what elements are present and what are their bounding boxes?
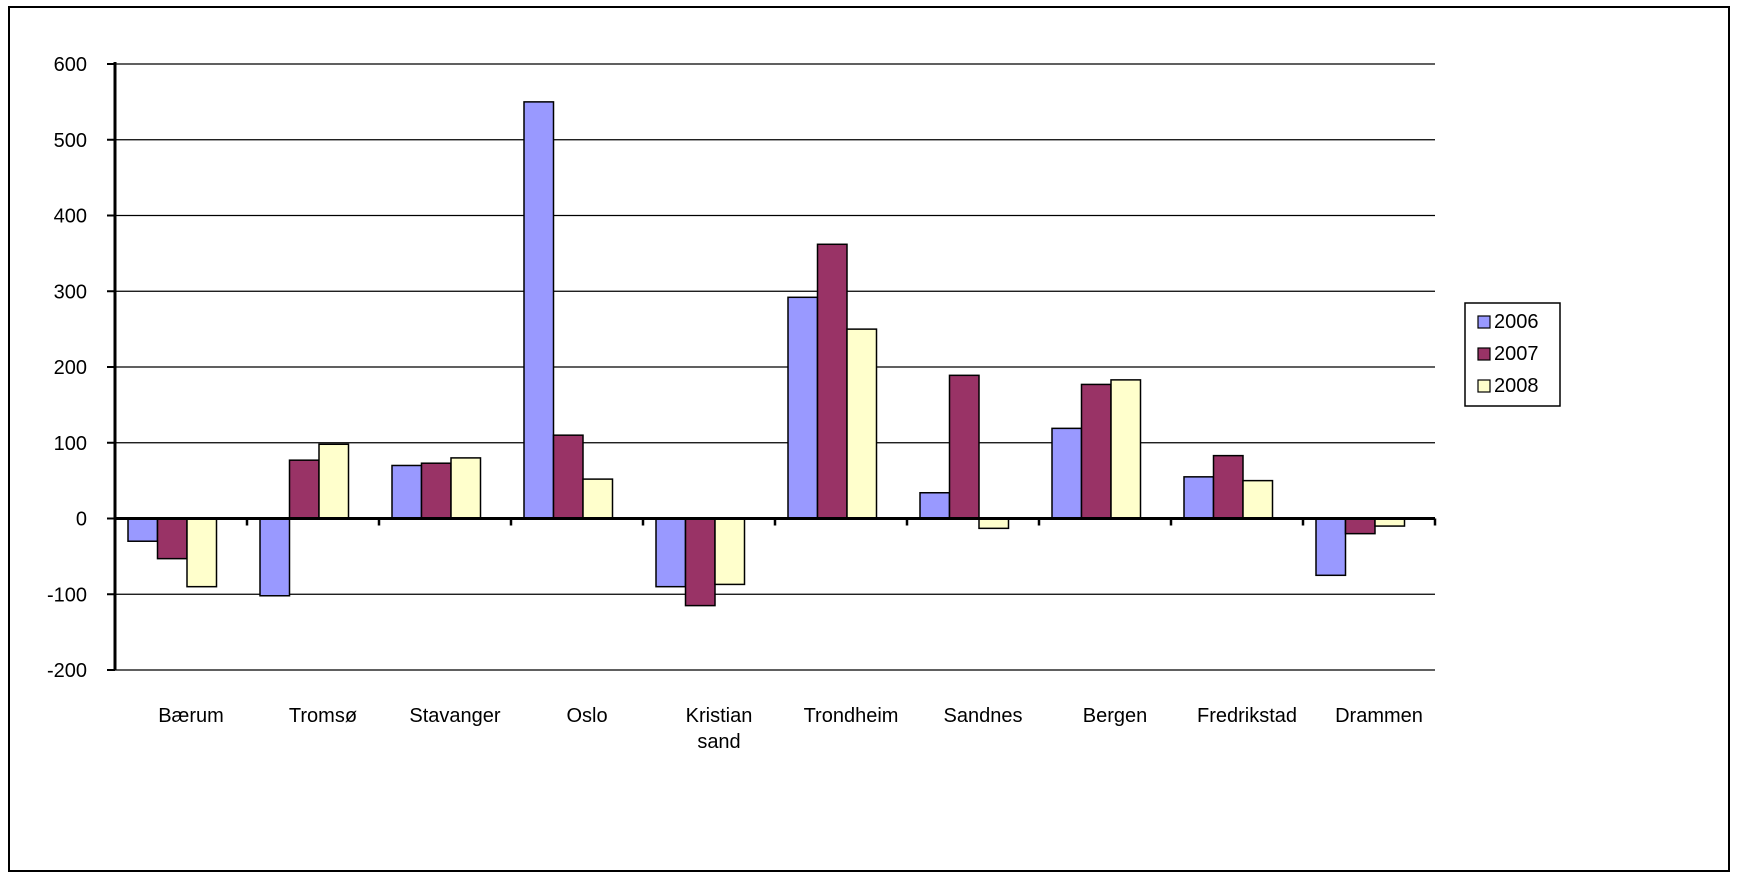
bar-2008-8	[1242, 479, 1274, 520]
bar-2007-4	[684, 517, 716, 607]
legend: 2006 2007 2008	[1464, 302, 1561, 407]
x-tick-label: Kristian sand	[686, 705, 753, 753]
bar-2006-4	[655, 517, 687, 588]
x-tick-label: Oslo	[566, 705, 607, 727]
x-tick-label: Fredrikstad	[1197, 705, 1297, 727]
bar-2007-5	[816, 243, 848, 520]
bar-2006-0	[127, 517, 159, 542]
x-tick-label: Stavanger	[409, 705, 501, 727]
bar-2008-2	[450, 457, 482, 520]
x-tick-label: Drammen	[1335, 705, 1423, 727]
bar-2008-0	[186, 517, 218, 588]
bar-2006-7	[1051, 427, 1083, 520]
y-tick-label: -100	[47, 584, 87, 606]
bar-2006-2	[391, 464, 423, 520]
bar-2008-5	[846, 328, 878, 520]
x-tick-label: Bergen	[1083, 705, 1148, 727]
x-tick-label: Tromsø	[289, 705, 357, 727]
bar-2006-8	[1183, 476, 1215, 520]
y-tick-label: -200	[47, 660, 87, 682]
bar-2007-9	[1344, 517, 1376, 535]
y-tick-label: 200	[54, 357, 87, 379]
y-tick-label: 0	[76, 509, 87, 531]
bar-2007-1	[288, 459, 320, 520]
y-tick-label: 500	[54, 130, 87, 152]
bar-2007-7	[1080, 383, 1112, 520]
bar-2007-0	[156, 517, 188, 560]
legend-swatch-2008	[1477, 379, 1491, 393]
legend-label-2006: 2006	[1494, 311, 1539, 333]
legend-swatch-2007	[1477, 347, 1491, 361]
bar-2006-3	[523, 101, 555, 520]
bar-2006-5	[787, 296, 819, 520]
bar-2006-9	[1315, 517, 1347, 577]
bar-2007-2	[420, 462, 452, 520]
y-tick-label: 300	[54, 281, 87, 303]
legend-label-2008: 2008	[1494, 375, 1539, 397]
bar-2006-6	[919, 491, 951, 520]
x-tick-label: Bærum	[158, 705, 224, 727]
legend-swatch-2006	[1477, 315, 1491, 329]
bar-2007-6	[948, 374, 980, 520]
bar-2006-1	[259, 517, 291, 597]
bar-2008-4	[714, 517, 746, 586]
bar-2008-3	[582, 478, 614, 520]
bar-2007-3	[552, 434, 584, 520]
legend-label-2007: 2007	[1494, 343, 1539, 365]
bar-2008-1	[318, 443, 350, 520]
y-tick-label: 400	[54, 206, 87, 228]
x-tick-label: Sandnes	[944, 705, 1023, 727]
y-tick-label: 100	[54, 433, 87, 455]
y-tick-label: 600	[54, 54, 87, 76]
bar-2007-8	[1212, 454, 1244, 520]
bar-2008-7	[1110, 379, 1142, 520]
x-tick-label: Trondheim	[804, 705, 899, 727]
